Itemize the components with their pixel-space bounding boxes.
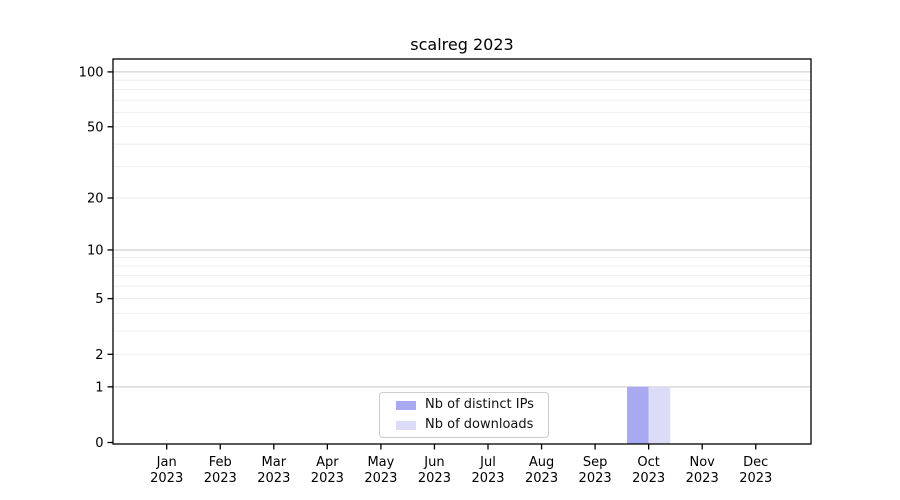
legend-item-distinct-ips: Nb of distinct IPs: [396, 397, 548, 413]
x-tick-label-month-feb-2023: Feb: [209, 455, 232, 470]
bar-nb-of-downloads-oct-2023: [648, 386, 671, 444]
legend-label-distinct-ips: Nb of distinct IPs: [425, 397, 534, 412]
x-tick-label-year-nov-2023: 2023: [686, 471, 719, 486]
x-tick-label-year-mar-2023: 2023: [257, 471, 290, 486]
legend-swatch-distinct-ips: [396, 400, 416, 410]
y-tick-label-100: 100: [79, 65, 104, 80]
x-tick-label-month-jan-2023: Jan: [156, 455, 177, 470]
bar-nb-of-distinct-ips-oct-2023: [627, 386, 649, 444]
x-tick-label-year-dec-2023: 2023: [739, 471, 772, 486]
legend-label-downloads: Nb of downloads: [425, 417, 534, 432]
y-tick-label-0: 0: [95, 436, 103, 451]
x-tick-label-month-apr-2023: Apr: [316, 455, 339, 470]
y-tick-label-50: 50: [87, 120, 104, 135]
x-tick-label-year-oct-2023: 2023: [632, 471, 665, 486]
legend-swatch-downloads: [396, 420, 416, 430]
y-tick-label-2: 2: [95, 348, 103, 363]
y-tick-label-5: 5: [95, 292, 103, 307]
x-tick-label-month-sep-2023: Sep: [583, 455, 608, 470]
y-tick-label-20: 20: [87, 192, 104, 207]
y-tick-label-1: 1: [95, 380, 103, 395]
x-tick-label-year-sep-2023: 2023: [579, 471, 612, 486]
x-tick-label-month-may-2023: May: [367, 455, 394, 470]
x-tick-label-year-jul-2023: 2023: [471, 471, 504, 486]
legend: Nb of distinct IPs Nb of downloads: [379, 392, 549, 438]
x-tick-label-month-oct-2023: Oct: [637, 455, 659, 470]
x-tick-label-month-jul-2023: Jul: [479, 455, 496, 470]
x-tick-label-month-jun-2023: Jun: [423, 455, 444, 470]
y-tick-label-10: 10: [87, 243, 104, 258]
x-tick-label-month-dec-2023: Dec: [743, 455, 768, 470]
x-tick-label-year-jan-2023: 2023: [150, 471, 183, 486]
plot-border: [112, 58, 812, 445]
x-tick-label-month-mar-2023: Mar: [262, 455, 287, 470]
x-tick-label-year-may-2023: 2023: [364, 471, 397, 486]
x-tick-label-month-nov-2023: Nov: [690, 455, 716, 470]
x-tick-label-month-aug-2023: Aug: [529, 455, 554, 470]
legend-item-downloads: Nb of downloads: [396, 417, 548, 433]
chart-title: scalreg 2023: [410, 35, 514, 54]
x-tick-label-year-feb-2023: 2023: [204, 471, 237, 486]
x-tick-label-year-apr-2023: 2023: [311, 471, 344, 486]
x-tick-label-year-jun-2023: 2023: [418, 471, 451, 486]
x-tick-label-year-aug-2023: 2023: [525, 471, 558, 486]
